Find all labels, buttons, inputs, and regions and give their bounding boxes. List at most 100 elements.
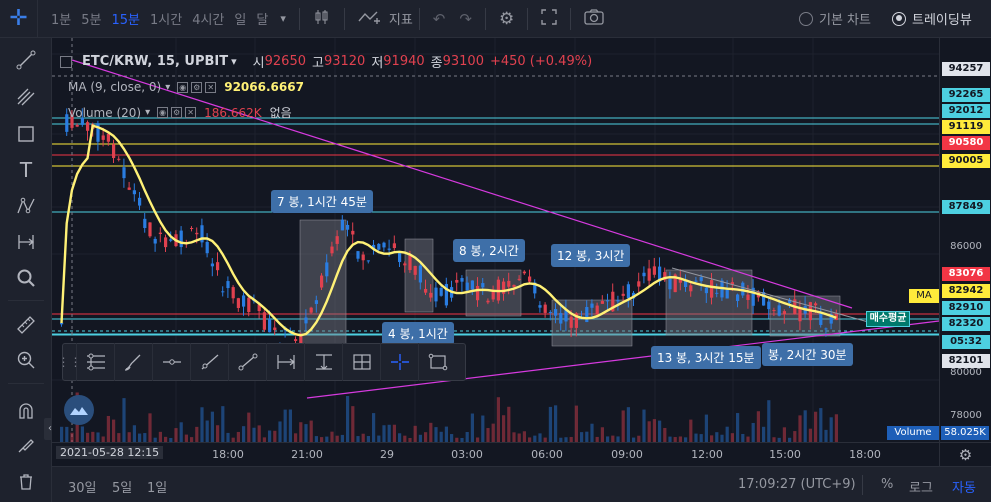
eye-icon[interactable]: ◉ — [177, 81, 189, 93]
floating-drawing-toolbar: ⋮⋮ — [58, 343, 466, 381]
auto-toggle[interactable]: 자동 — [952, 481, 976, 496]
percent-toggle[interactable]: % — [881, 477, 894, 492]
candle-body — [179, 230, 183, 248]
ma-label[interactable]: MA (9, close, 0) — [68, 80, 162, 94]
tf-4h[interactable]: 4시간 — [192, 13, 225, 28]
candle-body — [725, 289, 729, 299]
pattern-icon[interactable] — [12, 192, 40, 220]
tv-logo-icon[interactable] — [64, 395, 94, 425]
price-range-icon[interactable] — [305, 343, 343, 381]
measure-label[interactable]: 4 봉, 1시간 — [382, 322, 454, 345]
volume-bar — [460, 437, 464, 442]
measure-label[interactable]: 봉, 2시간 30분 — [762, 343, 853, 366]
tf-1h[interactable]: 1시간 — [149, 13, 183, 28]
price-label: 90005 — [942, 154, 990, 168]
segment-tool-icon[interactable] — [229, 343, 267, 381]
gear-icon[interactable]: ⚙ — [939, 442, 991, 466]
volume-bar — [496, 397, 500, 442]
crosshair-tool-icon[interactable] — [381, 343, 419, 381]
volume-bar — [710, 435, 714, 442]
candle-body — [424, 288, 428, 293]
chevron-down-icon[interactable]: ▾ — [231, 55, 237, 68]
undo-icon[interactable]: ↶ — [432, 9, 446, 28]
trash-icon[interactable] — [12, 468, 40, 496]
magnet-icon[interactable] — [12, 397, 40, 425]
volume-bar — [756, 411, 760, 442]
tf-15m[interactable]: 15분 — [111, 13, 140, 28]
tf-day[interactable]: 일 — [234, 13, 247, 28]
remove-icon[interactable]: ✕ — [185, 107, 197, 118]
rectangle-tool-icon[interactable] — [419, 343, 457, 381]
trendline-icon[interactable] — [12, 46, 40, 74]
settings-icon[interactable]: ⚙ — [171, 107, 183, 118]
candle-body — [730, 282, 734, 285]
volume-bar — [434, 427, 438, 442]
tf-month[interactable]: 달 — [256, 13, 269, 28]
symbol-title[interactable]: ETC/KRW, 15, UPBIT — [82, 54, 229, 69]
log-toggle[interactable]: 로그 — [909, 481, 933, 496]
indicators-button[interactable]: 지표 — [388, 13, 413, 28]
tf-5m[interactable]: 5분 — [81, 13, 102, 28]
tf-1m[interactable]: 1분 — [51, 13, 72, 28]
fib-tool-icon[interactable] — [77, 343, 115, 381]
settings-icon[interactable]: ⚙ — [191, 81, 203, 93]
price-label: 83076 — [942, 267, 990, 281]
drag-handle-icon[interactable]: ⋮⋮ — [58, 343, 82, 381]
eye-icon[interactable]: ◉ — [157, 107, 169, 118]
candle-body — [377, 243, 381, 250]
candle-body — [262, 312, 266, 330]
volume-bar — [486, 428, 490, 442]
date-price-range-icon[interactable] — [343, 343, 381, 381]
ma-legend: MA (9, close, 0) ▾ ◉ ⚙ ✕ 92066.6667 — [68, 80, 304, 94]
volume-bar — [564, 437, 568, 442]
brush-tool-icon[interactable] — [115, 343, 153, 381]
chevron-down-icon[interactable]: ▾ — [280, 12, 286, 25]
layout-icon[interactable] — [60, 55, 72, 68]
date-range-icon[interactable] — [267, 343, 305, 381]
measure-label[interactable]: 8 봉, 2시간 — [453, 239, 525, 262]
time-label: 09:00 — [611, 448, 643, 461]
zoom-in-icon[interactable] — [12, 346, 40, 374]
range-1d[interactable]: 1일 — [147, 481, 168, 496]
ray-tool-icon[interactable] — [191, 343, 229, 381]
rectangle-icon[interactable] — [12, 120, 40, 148]
measure-label[interactable]: 12 봉, 3시간 — [551, 244, 631, 267]
price-label: 82942 — [942, 284, 990, 298]
pitchfork-icon[interactable] — [12, 83, 40, 111]
lock-drawing-icon[interactable] — [12, 431, 40, 459]
tradingview-radio[interactable]: 트레이딩뷰 — [892, 9, 972, 28]
horizontal-line-icon[interactable] — [153, 343, 191, 381]
range-30d[interactable]: 30일 — [68, 481, 97, 496]
ruler-icon[interactable] — [12, 311, 40, 339]
candlestick-icon[interactable] — [306, 8, 338, 30]
candle-body — [403, 263, 407, 266]
indicators-icon[interactable] — [351, 9, 389, 29]
gear-icon[interactable]: ⚙ — [498, 8, 515, 29]
price-scale[interactable]: 94257 92265 92012 91119 90580 90005 87849 86000… — [939, 38, 991, 442]
measure-label[interactable]: 7 봉, 1시간 45분 — [271, 190, 373, 213]
zoom-icon[interactable] — [12, 264, 40, 292]
remove-icon[interactable]: ✕ — [205, 81, 217, 93]
clock-readout[interactable]: 17:09:27 (UTC+9) — [738, 477, 856, 492]
candle-body — [330, 246, 334, 254]
time-axis[interactable]: 2021-05-28 12:15 18:00 21:00 29 03:00 06:00 09… — [52, 442, 939, 466]
candle-body — [559, 313, 563, 324]
text-icon[interactable]: T — [19, 158, 33, 182]
volume-bar — [522, 431, 526, 442]
chevron-down-icon[interactable]: ▾ — [165, 81, 171, 93]
volume-bar — [481, 415, 485, 442]
measure-label[interactable]: 13 봉, 3시간 15분 — [651, 346, 761, 369]
crosshair-icon[interactable]: ✛ — [0, 0, 38, 38]
volume-label[interactable]: Volume (20) — [68, 105, 142, 120]
range-5d[interactable]: 5일 — [112, 481, 133, 496]
chevron-down-icon[interactable]: ▾ — [145, 107, 151, 118]
camera-icon[interactable] — [577, 8, 611, 29]
basic-chart-radio[interactable]: 기본 차트 — [799, 9, 871, 28]
chart-canvas[interactable] — [52, 38, 939, 442]
fullscreen-icon[interactable] — [534, 8, 564, 29]
time-label: 06:00 — [531, 448, 563, 461]
volume-bar — [236, 431, 240, 442]
candle-body — [164, 237, 168, 248]
measure-icon[interactable] — [12, 228, 40, 256]
redo-icon[interactable]: ↷ — [459, 9, 472, 28]
